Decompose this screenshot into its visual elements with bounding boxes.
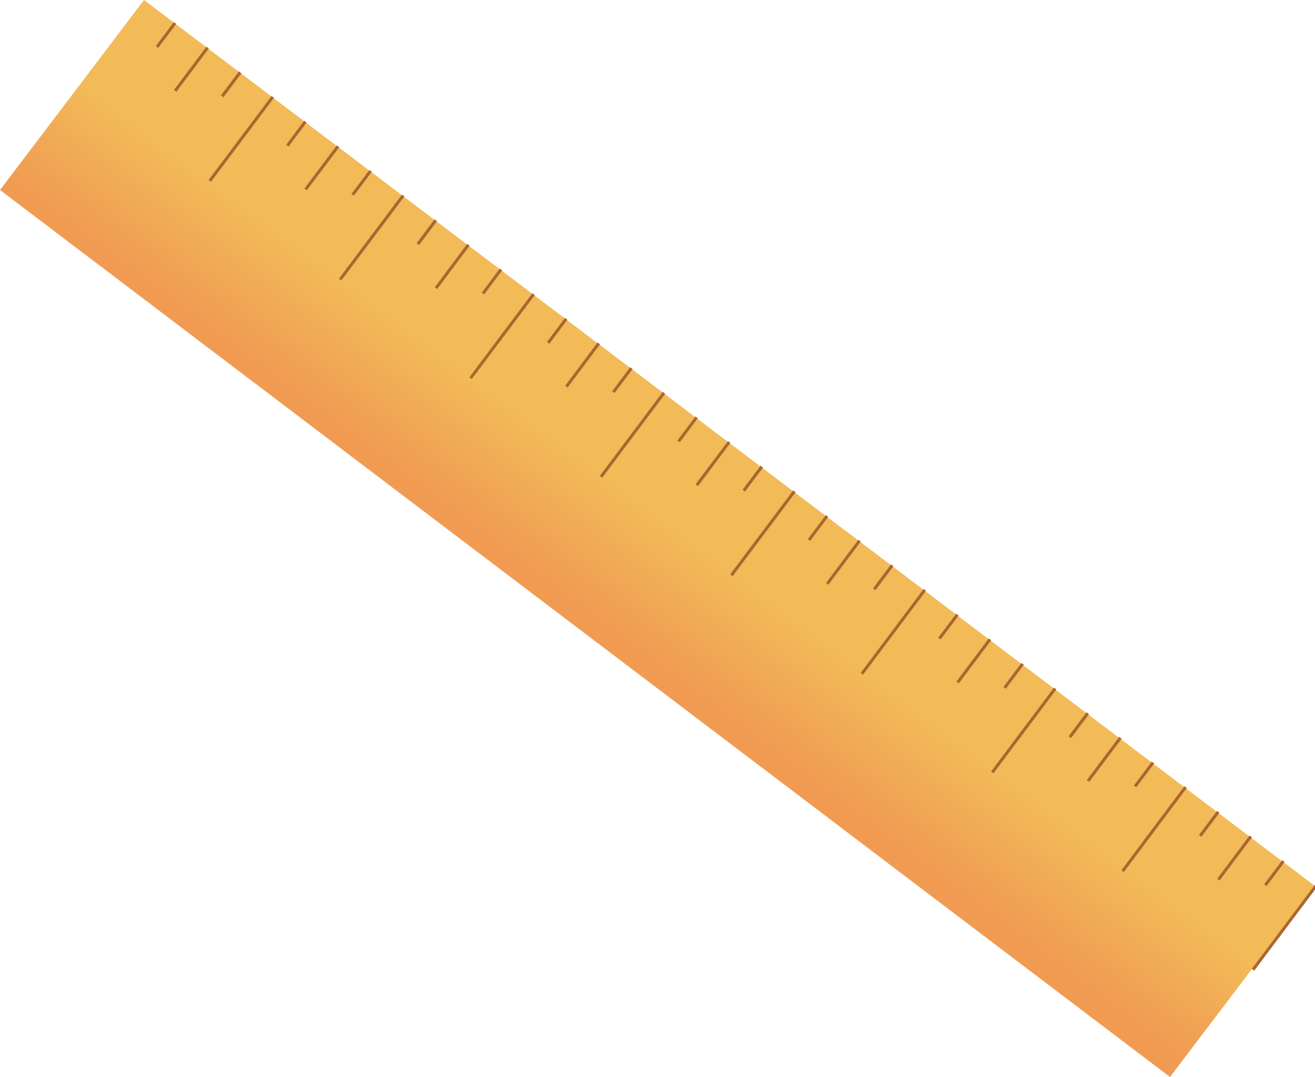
ruler-tick-medium xyxy=(1217,835,1253,881)
ruler-ticks xyxy=(155,22,1315,971)
ruler-tick-long xyxy=(1121,786,1187,872)
ruler-tick-short xyxy=(1264,860,1285,886)
ruler-tick-short xyxy=(612,367,633,394)
ruler-tick-medium xyxy=(1086,736,1122,782)
ruler-tick-short xyxy=(481,268,503,295)
ruler-tick-medium xyxy=(695,441,731,487)
ruler-tick-short xyxy=(155,22,177,48)
ruler-tick-short xyxy=(416,219,437,246)
ruler-tick-short xyxy=(1198,810,1220,837)
ruler-tick-short xyxy=(547,317,568,344)
ruler-tick-short xyxy=(807,515,829,541)
ruler-tick-long xyxy=(991,687,1057,774)
ruler-tick-medium xyxy=(434,243,470,289)
ruler-tick-short xyxy=(742,465,763,492)
ruler-tick-short xyxy=(938,613,959,640)
ruler-tick-long xyxy=(730,490,796,577)
ruler-tick-long xyxy=(1251,884,1315,971)
ruler-tick-long xyxy=(339,194,405,281)
ruler-tick-long xyxy=(599,391,666,478)
ruler-tick-medium xyxy=(825,539,861,585)
ruler-tick-medium xyxy=(304,145,340,191)
ruler-tick-long xyxy=(208,96,274,182)
ruler-tick-long xyxy=(469,293,535,380)
ruler-tick-medium xyxy=(565,342,600,388)
ruler-tick-short xyxy=(1003,663,1024,689)
ruler-tick-short xyxy=(873,564,894,591)
ruler-tick-medium xyxy=(956,638,992,684)
ruler-tick-short xyxy=(1068,712,1090,739)
ruler-tick-short xyxy=(1133,761,1155,788)
ruler-tick-long xyxy=(860,589,926,675)
ruler-tick-medium xyxy=(173,46,209,92)
ruler-tick-short xyxy=(677,416,698,443)
ruler-tick-short xyxy=(351,169,372,196)
ruler-tick-short xyxy=(220,71,242,98)
ruler-tick-short xyxy=(286,120,307,147)
